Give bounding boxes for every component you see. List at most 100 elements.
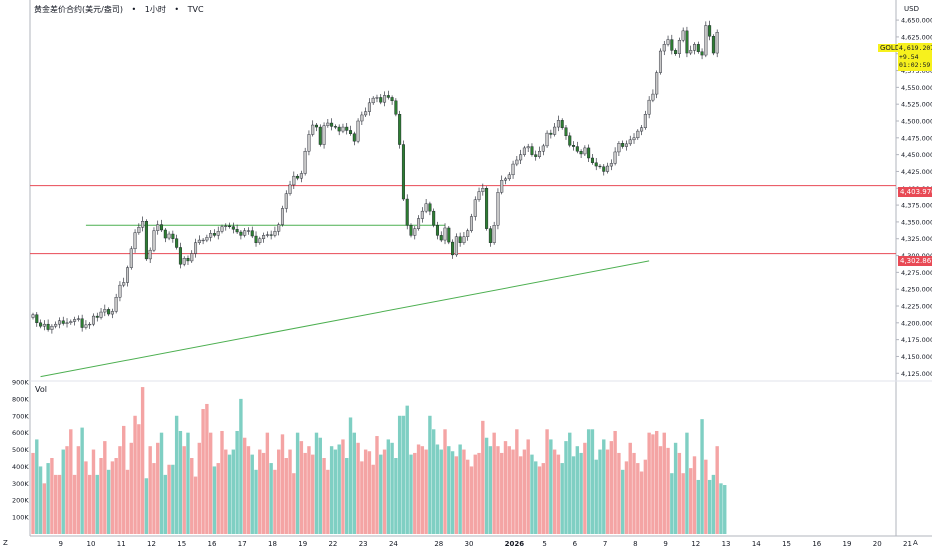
candle-body <box>54 323 58 327</box>
volume-bar <box>197 442 202 534</box>
candle-body <box>84 324 88 328</box>
volume-bar <box>617 452 621 534</box>
volume-bar <box>345 458 349 534</box>
candle-body <box>345 126 349 131</box>
drawing-tools-corner[interactable]: Z <box>3 539 8 547</box>
candle-body <box>299 173 303 179</box>
candle-body <box>175 238 179 248</box>
volume-bar <box>560 463 564 534</box>
candle-body <box>383 95 387 103</box>
candle-body <box>371 97 375 104</box>
volume-bar <box>428 415 432 534</box>
volume-bar <box>103 441 107 534</box>
candle-body <box>564 127 568 136</box>
price-tick-label: 4,425.000 <box>901 168 932 176</box>
candle-body <box>590 157 594 163</box>
volume-bar <box>95 474 99 534</box>
volume-bar <box>133 415 137 534</box>
volume-bar <box>110 461 115 534</box>
candle-body <box>681 30 685 41</box>
volume-bar <box>224 449 228 534</box>
candle-body <box>708 25 712 37</box>
volume-bar <box>239 398 243 534</box>
candle-body <box>375 97 379 99</box>
volume-bar <box>57 474 62 534</box>
candle-body <box>76 318 80 320</box>
volume-bar <box>397 415 402 534</box>
volume-bar <box>227 454 232 534</box>
candles-layer <box>31 20 719 334</box>
interval-label[interactable]: 1小时 <box>144 5 166 14</box>
volume-bar <box>481 420 485 534</box>
price-tick-label: 4,525.000 <box>901 101 932 109</box>
volume-bar <box>628 442 632 534</box>
volume-bar <box>586 429 591 534</box>
candle-body <box>254 235 258 243</box>
candle-body <box>451 241 455 256</box>
time-tick-label: 22 <box>328 540 337 548</box>
volume-bar <box>556 454 561 534</box>
volume-tick-label: 300K <box>12 480 29 488</box>
time-tick-label: 21 <box>903 540 912 548</box>
volume-bar <box>352 432 356 534</box>
candle-body <box>700 51 704 56</box>
candle-body <box>133 232 137 250</box>
candle-body <box>246 230 250 232</box>
candle-body <box>477 191 481 200</box>
candle-body <box>488 228 492 243</box>
candle-body <box>579 151 583 155</box>
candle-body <box>356 120 360 142</box>
candle-body <box>534 154 538 157</box>
volume-tick-label: 200K <box>12 497 29 505</box>
volume-bar <box>473 454 477 534</box>
volume-bar <box>31 452 35 534</box>
volume-bar <box>541 463 545 534</box>
volume-bar <box>462 449 466 534</box>
separator-dot: • <box>131 5 137 14</box>
candle-body <box>594 162 598 167</box>
candle-body <box>35 314 39 324</box>
volume-bar <box>318 437 322 534</box>
candle-body <box>693 44 697 51</box>
volume-bar <box>277 449 281 534</box>
time-tick-label: 15 <box>782 540 791 548</box>
time-tick-label: 11 <box>117 540 126 548</box>
candle-body <box>677 40 681 54</box>
candle-body <box>311 124 315 135</box>
price-tick-label: 4,150.000 <box>901 353 932 361</box>
time-tick-label: 19 <box>298 540 307 548</box>
volume-bar <box>643 459 648 534</box>
volume-bar <box>129 442 133 534</box>
volume-bar <box>500 452 504 534</box>
last-price-box: 4,619.207 +9.54 01:02:59 <box>898 43 932 71</box>
time-tick-label: 19 <box>843 540 852 548</box>
candle-body <box>235 229 239 233</box>
volume-bar <box>186 432 190 534</box>
candle-body <box>107 309 111 315</box>
volume-bar <box>72 474 77 534</box>
candle-body <box>560 120 564 128</box>
candle-body <box>409 225 413 236</box>
volume-bar <box>292 473 296 534</box>
candle-body <box>118 284 122 298</box>
time-tick-label: 13 <box>722 540 731 548</box>
volume-bar <box>390 442 394 534</box>
candle-body <box>606 165 610 172</box>
volume-bar <box>469 466 474 534</box>
candle-body <box>428 203 432 212</box>
volume-bar <box>174 415 179 534</box>
candle-body <box>88 323 92 326</box>
auto-scale-toggle[interactable]: A <box>913 539 918 547</box>
ticker-badge: GOLD <box>878 44 903 52</box>
volume-bar <box>394 458 398 534</box>
volume-bar <box>379 454 383 534</box>
volume-bar <box>326 469 330 534</box>
volume-bar <box>620 469 625 534</box>
grid-layer <box>29 0 932 537</box>
candle-body <box>443 227 447 241</box>
candle-body <box>141 221 145 228</box>
volume-bar <box>484 437 489 534</box>
time-tick-label: 28 <box>434 540 443 548</box>
candle-body <box>507 174 511 180</box>
